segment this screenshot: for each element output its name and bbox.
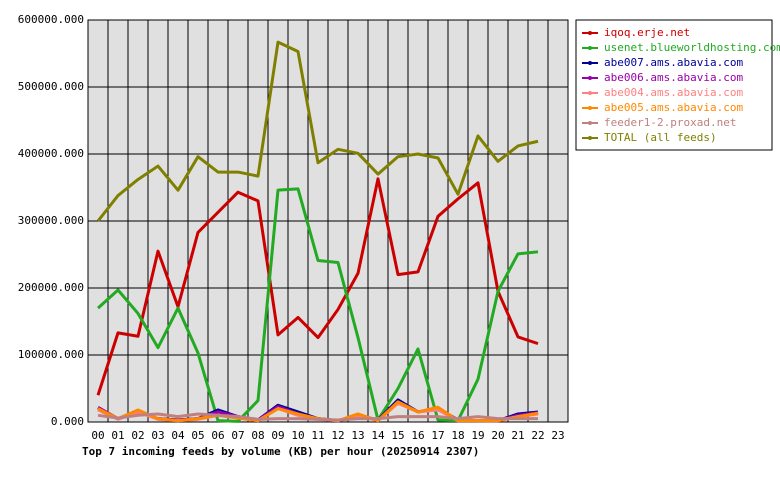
legend	[575, 19, 773, 151]
x-tick-label: 02	[131, 429, 144, 442]
legend-dot	[588, 136, 592, 140]
legend-dot	[588, 46, 592, 50]
x-tick-label: 03	[151, 429, 164, 442]
x-tick-label: 04	[171, 429, 185, 442]
legend-dot	[588, 31, 592, 35]
legend-label: abe004.ams.abavia.com	[604, 86, 743, 99]
x-tick-label: 12	[331, 429, 344, 442]
x-tick-label: 10	[291, 429, 304, 442]
legend-dot	[588, 61, 592, 65]
legend-dot	[588, 91, 592, 95]
x-tick-label: 17	[431, 429, 444, 442]
x-tick-label: 14	[371, 429, 385, 442]
legend-dot	[588, 76, 592, 80]
x-tick-label: 18	[451, 429, 464, 442]
x-tick-label: 21	[511, 429, 524, 442]
x-tick-label: 07	[231, 429, 244, 442]
series-line	[96, 187, 539, 423]
legend-label: TOTAL (all feeds)	[604, 131, 717, 144]
y-tick-label: 300000.000	[18, 214, 84, 227]
legend-label: abe007.ams.abavia.com	[604, 56, 743, 69]
y-tick-label: 100000.000	[18, 348, 84, 361]
y-tick-label: 200000.000	[18, 281, 84, 294]
y-tick-label: 400000.000	[18, 147, 84, 160]
x-tick-label: 20	[491, 429, 504, 442]
series-line	[96, 177, 539, 396]
x-tick-label: 11	[311, 429, 324, 442]
legend-label: abe006.ams.abavia.com	[604, 71, 743, 84]
legend-label: feeder1-2.proxad.net	[604, 116, 736, 129]
x-tick-label: 23	[551, 429, 564, 442]
series-line	[96, 40, 539, 222]
chart-title: Top 7 incoming feeds by volume (KB) per …	[82, 445, 479, 458]
y-tick-label: 0.000	[51, 415, 84, 428]
series-line	[97, 412, 538, 422]
plot-frame	[87, 19, 569, 423]
x-tick-label: 19	[471, 429, 484, 442]
legend-dot	[588, 121, 592, 125]
x-tick-label: 13	[351, 429, 364, 442]
x-tick-label: 16	[411, 429, 424, 442]
x-tick-label: 22	[531, 429, 544, 442]
x-tick-label: 06	[211, 429, 224, 442]
legend-label: iqoq.erje.net	[604, 26, 690, 39]
y-tick-label: 500000.000	[18, 80, 84, 93]
x-tick-label: 15	[391, 429, 404, 442]
y-tick-label: 600000.000	[18, 13, 84, 26]
x-tick-label: 09	[271, 429, 284, 442]
x-tick-label: 01	[111, 429, 124, 442]
legend-label: usenet.blueworldhosting.com	[604, 41, 780, 54]
x-tick-label: 00	[91, 429, 104, 442]
legend-label: abe005.ams.abavia.com	[604, 101, 743, 114]
legend-dot	[588, 106, 592, 110]
x-tick-label: 05	[191, 429, 204, 442]
x-tick-label: 08	[251, 429, 264, 442]
